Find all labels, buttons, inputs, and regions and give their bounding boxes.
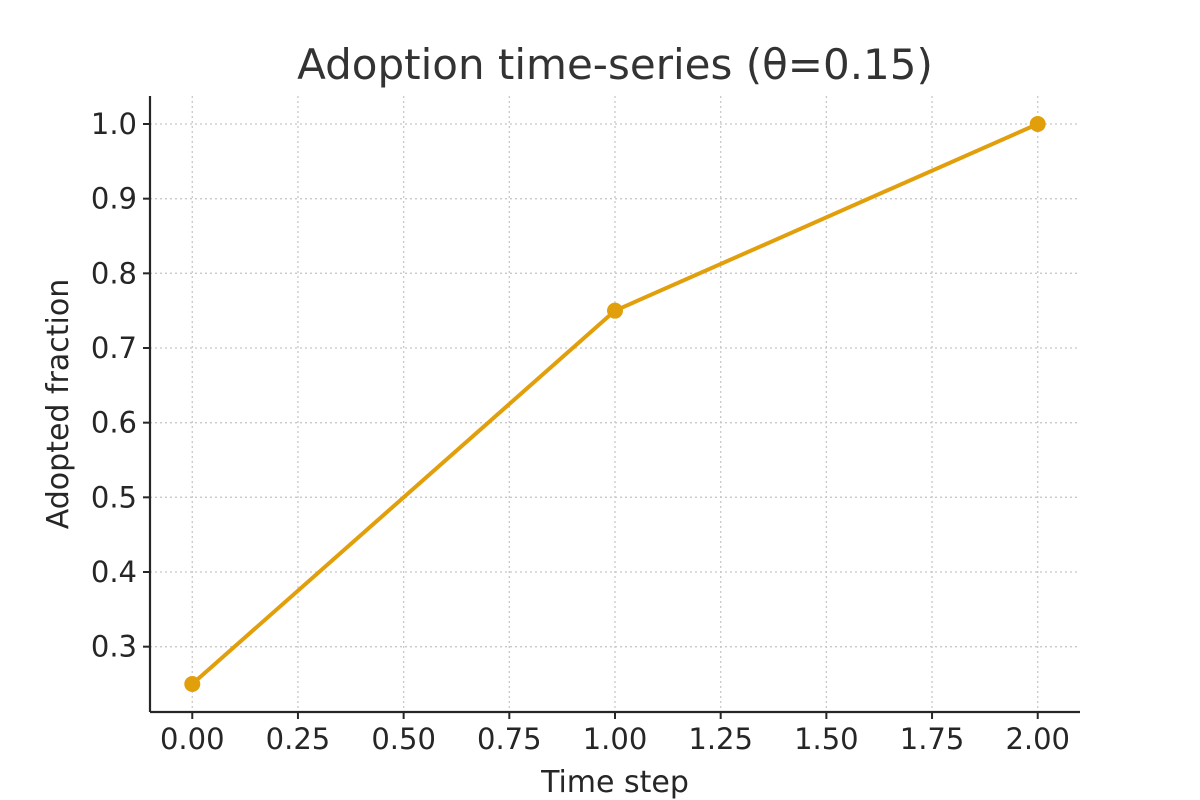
x-tick-label: 0.00 [160,722,225,756]
y-tick-label: 0.6 [91,406,137,440]
x-tick-label: 1.50 [794,722,859,756]
y-tick-label: 0.3 [91,630,137,664]
x-tick-label: 0.25 [266,722,331,756]
y-axis-label: Adopted fraction [41,279,76,529]
x-tick-label: 1.75 [900,722,965,756]
x-axis-label: Time step [540,765,689,800]
chart-title: Adoption time-series (θ=0.15) [297,40,933,89]
x-tick-label: 0.50 [371,722,436,756]
data-point [1029,116,1046,132]
series-group [184,116,1046,692]
y-tick-label: 0.4 [91,555,137,589]
x-tick-label: 2.00 [1005,722,1070,756]
axes-spines [148,96,1080,714]
y-tick-label: 1.0 [91,107,137,141]
data-point [184,676,201,692]
x-axis-ticks: 0.00 0.25 0.50 0.75 1.00 1.25 1.50 1.75 2.00 [160,712,1070,756]
x-tick-label: 1.25 [688,722,753,756]
y-tick-label: 0.9 [91,182,137,216]
y-tick-label: 0.8 [91,256,137,290]
data-point [607,302,623,319]
y-tick-label: 0.7 [91,331,137,365]
x-tick-label: 1.00 [583,722,648,756]
grid-lines [150,96,1080,712]
y-tick-label: 0.5 [91,480,137,514]
y-axis-ticks: 0.3 0.4 0.5 0.6 0.7 0.8 0.9 1.0 [91,107,150,664]
x-tick-label: 0.75 [477,722,542,756]
